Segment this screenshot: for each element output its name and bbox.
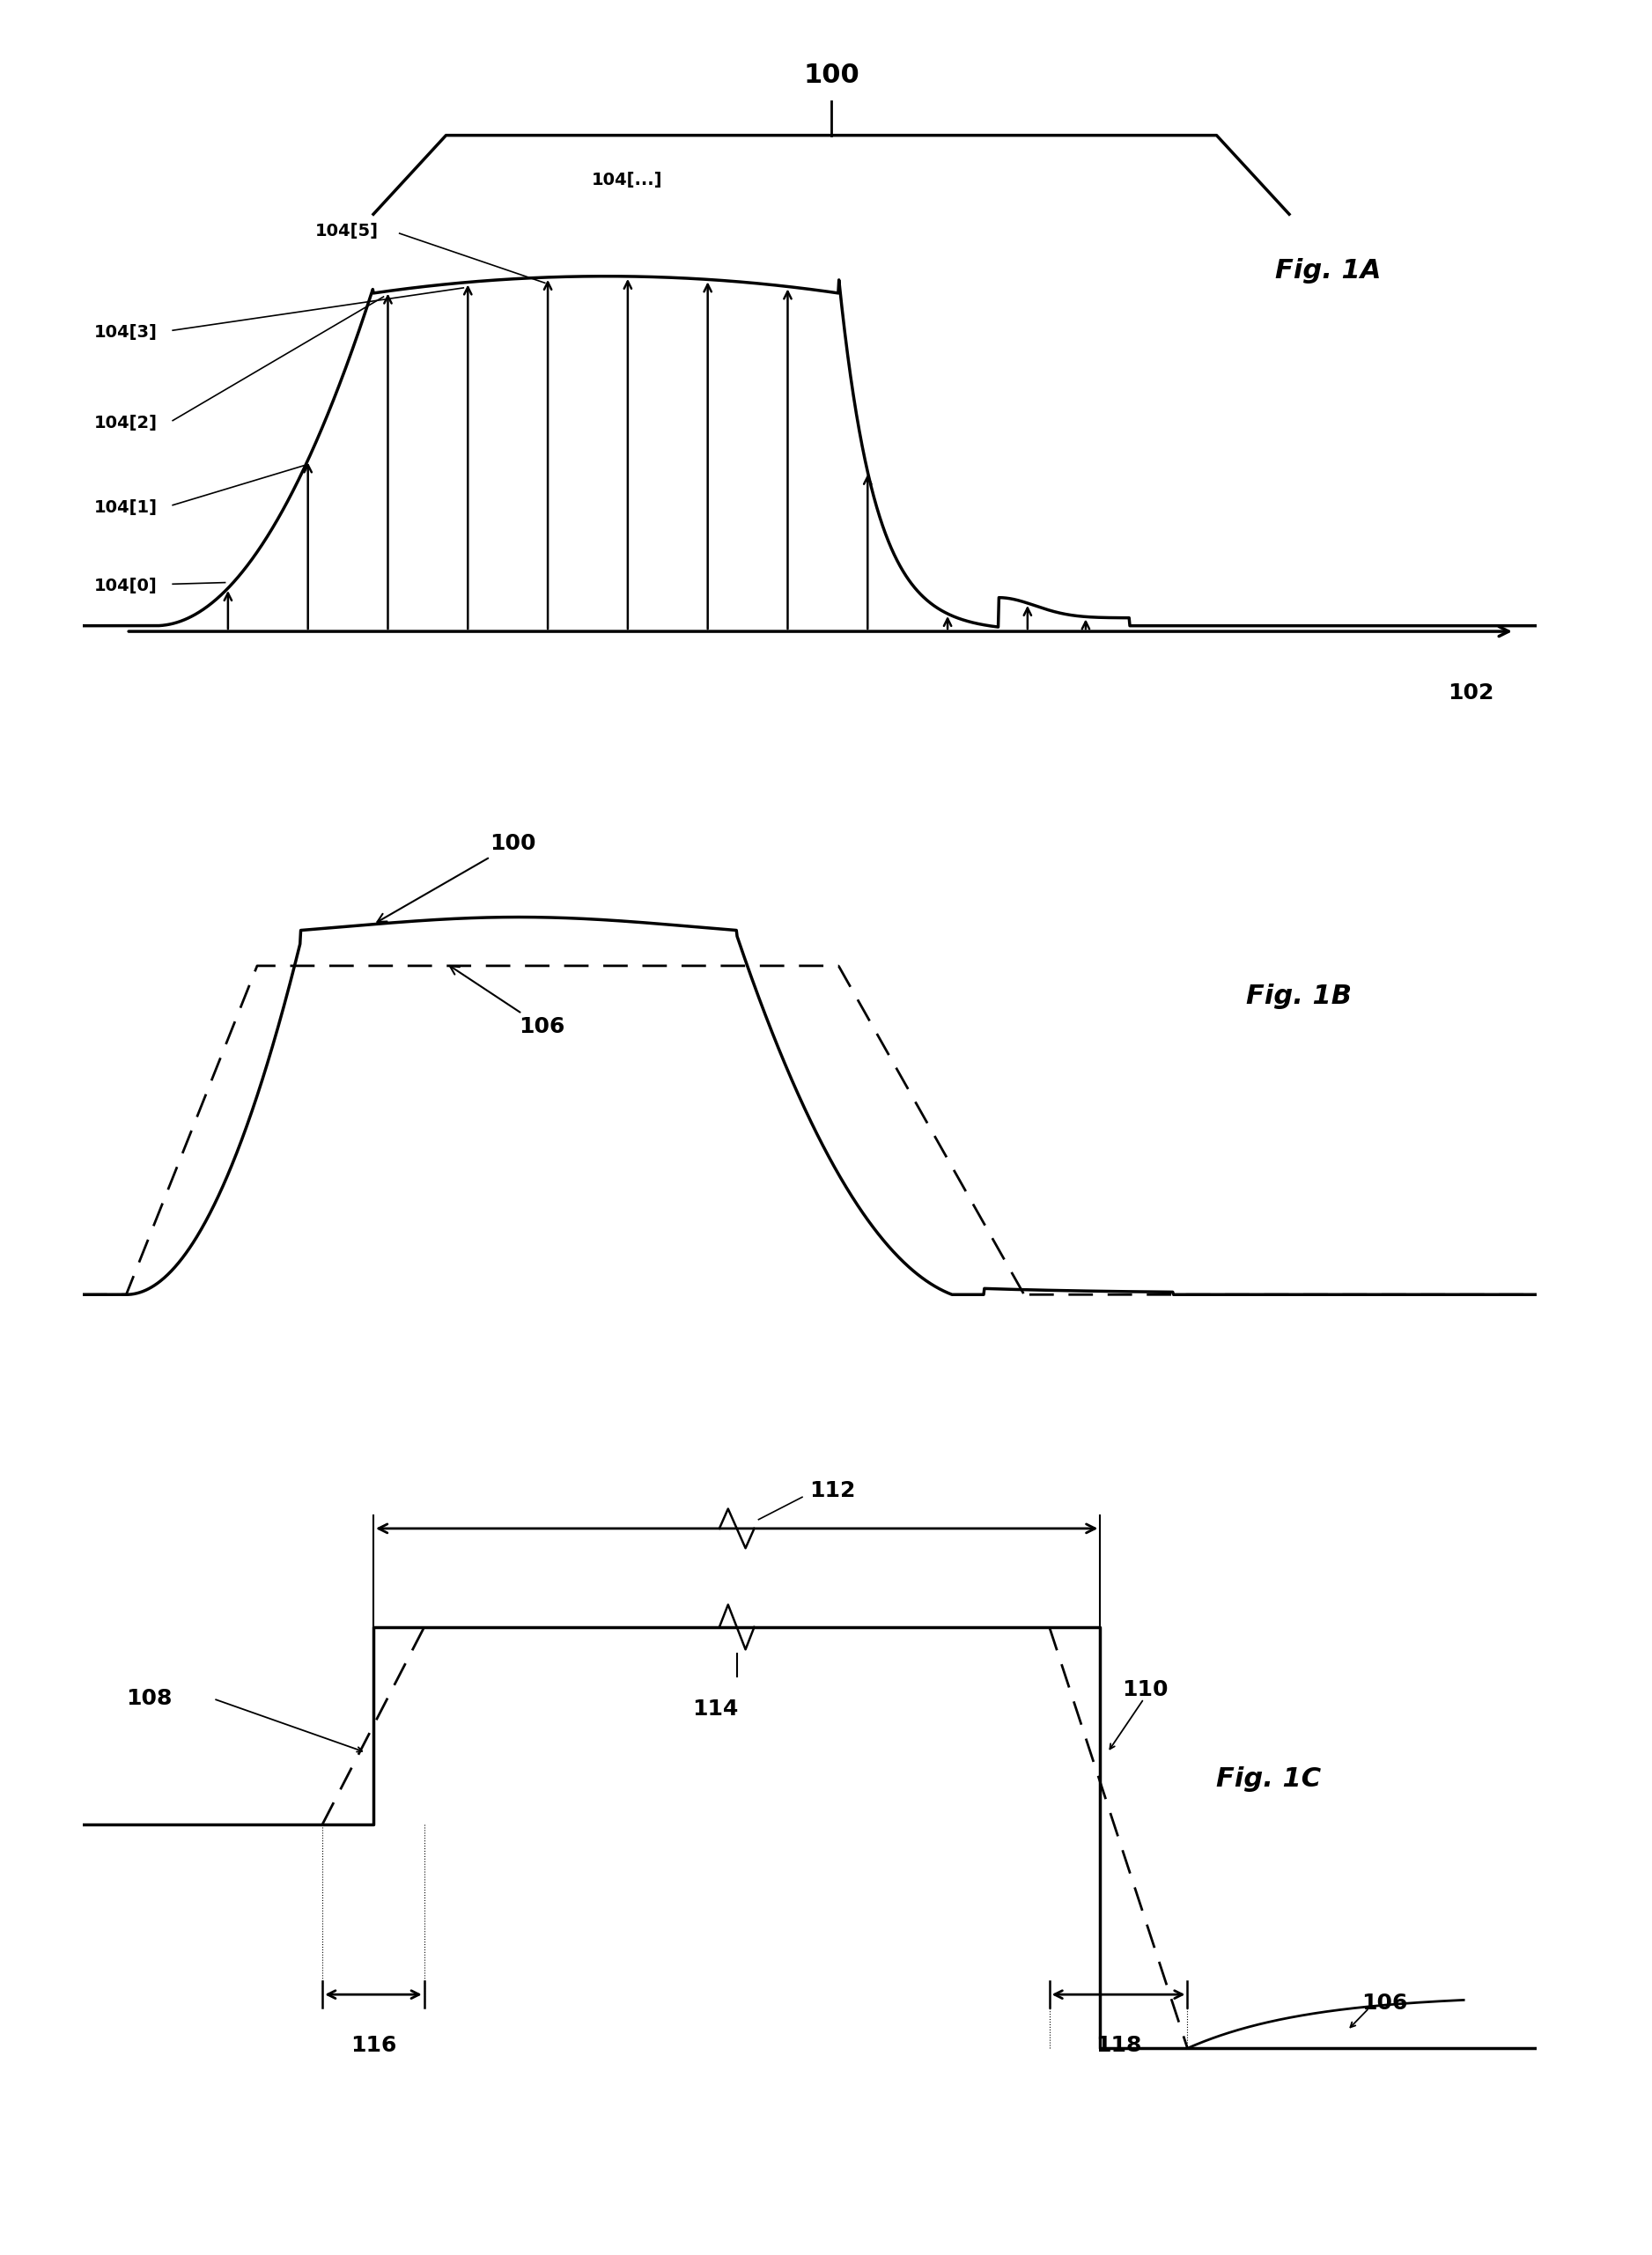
Text: Fig. 1C: Fig. 1C — [1216, 1766, 1322, 1793]
Text: 104[...]: 104[...] — [591, 171, 662, 189]
Text: 114: 114 — [692, 1698, 738, 1721]
Text: 106: 106 — [449, 965, 565, 1037]
Text: 102: 102 — [1447, 681, 1493, 704]
Text: 104[0]: 104[0] — [94, 577, 157, 595]
Text: 106: 106 — [1361, 1993, 1408, 2014]
Text: 104[1]: 104[1] — [94, 498, 157, 516]
Text: Fig. 1B: Fig. 1B — [1246, 983, 1351, 1008]
Text: 100: 100 — [803, 63, 859, 88]
Text: 108: 108 — [126, 1689, 172, 1709]
Text: Fig. 1A: Fig. 1A — [1275, 257, 1381, 284]
Text: 104[2]: 104[2] — [94, 415, 157, 431]
Text: 104[3]: 104[3] — [94, 325, 157, 341]
Text: 116: 116 — [350, 2034, 396, 2057]
Text: 104[5]: 104[5] — [316, 223, 378, 239]
Text: 112: 112 — [809, 1482, 856, 1502]
Text: 118: 118 — [1095, 2034, 1142, 2057]
Text: 110: 110 — [1122, 1680, 1168, 1700]
Text: 100: 100 — [377, 834, 535, 922]
